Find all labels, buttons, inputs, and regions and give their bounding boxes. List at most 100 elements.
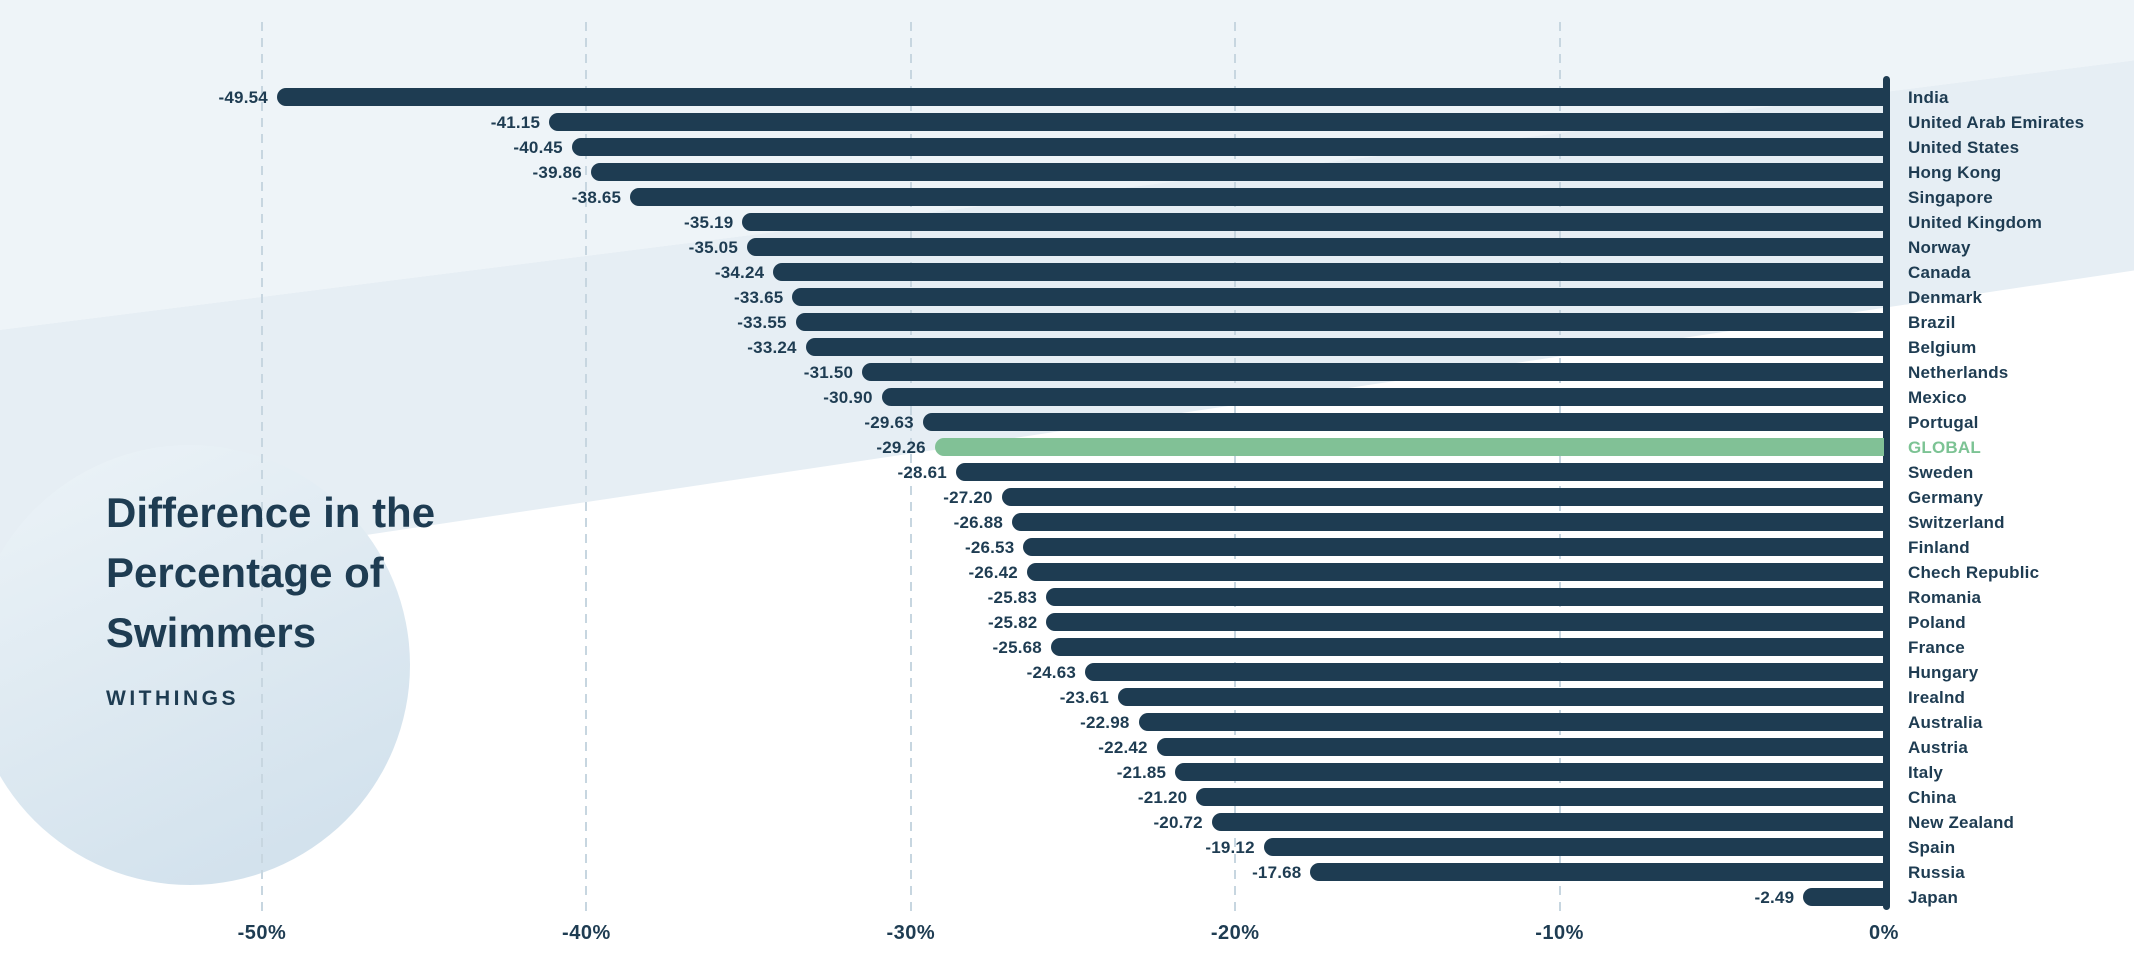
bar-value-label: -33.24 (747, 338, 797, 357)
chart-row: -24.63 Hungary (0, 663, 2134, 682)
bar-value-label: -39.86 (532, 163, 582, 182)
bar (881, 388, 1884, 406)
chart-row: -26.42 Chech Republic (0, 563, 2134, 582)
category-label: Belgium (1908, 338, 1977, 357)
category-label: Spain (1908, 838, 1956, 857)
bar (1118, 688, 1884, 706)
bar (1023, 538, 1884, 556)
chart-row: -41.15 United Arab Emirates (0, 113, 2134, 132)
bar (805, 338, 1884, 356)
category-label: United States (1908, 138, 2020, 157)
chart-row: -19.12 Spain (0, 838, 2134, 857)
bar (1211, 813, 1884, 831)
chart-row: -29.26 GLOBAL (0, 438, 2134, 457)
background-circle (0, 445, 410, 885)
category-label: Romania (1908, 588, 1982, 607)
chart-row: -40.45 United States (0, 138, 2134, 157)
category-label: China (1908, 788, 1957, 807)
bar (1263, 838, 1884, 856)
bar (1138, 713, 1884, 731)
bar-value-label: -26.88 (953, 513, 1004, 532)
bar (922, 413, 1884, 431)
category-label: Mexico (1908, 388, 1967, 407)
chart-row: -29.63 Portugal (0, 413, 2134, 432)
chart-row: -20.72 New Zealand (0, 813, 2134, 832)
x-tick-label: -10% (1535, 922, 1584, 944)
bar-value-label: -25.83 (987, 588, 1038, 607)
bar-value-label: -34.24 (714, 263, 765, 282)
chart-row: -21.85 Italy (0, 763, 2134, 782)
bar (1050, 638, 1884, 656)
gridline--30% (909, 22, 912, 912)
bar-value-label: -21.85 (1116, 763, 1167, 782)
bar-value-label: -2.49 (1754, 888, 1795, 907)
category-label: Sweden (1908, 463, 1974, 482)
bar-value-label: -29.26 (876, 438, 926, 457)
bar (1803, 888, 1884, 906)
bar-value-label: -28.61 (897, 463, 947, 482)
bar-value-label: -40.45 (513, 138, 563, 157)
bar-value-label: -23.61 (1059, 688, 1110, 707)
bar (1085, 663, 1884, 681)
chart-row: -2.49 Japan (0, 888, 2134, 907)
chart-row: -30.90 Mexico (0, 388, 2134, 407)
bar (571, 138, 1884, 156)
chart-row: -33.65 Denmark (0, 288, 2134, 307)
bar-value-label: -24.63 (1026, 663, 1077, 682)
bar (630, 188, 1884, 206)
bar-value-label: -31.50 (803, 363, 854, 382)
chart-row: -25.83 Romania (0, 588, 2134, 607)
category-label: Chech Republic (1908, 563, 2040, 582)
category-label: Irealnd (1908, 688, 1966, 707)
chart-row: -31.50 Netherlands (0, 363, 2134, 382)
chart-row: -33.55 Brazil (0, 313, 2134, 332)
bar (792, 288, 1884, 306)
bar-value-label: -38.65 (571, 188, 622, 207)
zero-axis-line (1883, 76, 1890, 910)
x-tick-label: 0% (1869, 922, 1899, 944)
chart-row: -17.68 Russia (0, 863, 2134, 882)
bar-value-label: -33.55 (737, 313, 787, 332)
category-label: Finland (1908, 538, 1970, 557)
category-label: Poland (1908, 613, 1966, 632)
bar (590, 163, 1884, 181)
category-label: Russia (1908, 863, 1965, 882)
category-label: Portugal (1908, 413, 1979, 432)
chart-row: -28.61 Sweden (0, 463, 2134, 482)
chart-title-line-1: Difference in the (106, 489, 436, 536)
bar-value-label: -27.20 (943, 488, 993, 507)
bar (955, 463, 1884, 481)
x-tick-label: -30% (886, 922, 936, 944)
category-label: Austria (1908, 738, 1968, 757)
bar (795, 313, 1884, 331)
bar (1046, 588, 1884, 606)
category-label: Brazil (1908, 313, 1956, 332)
category-label: Singapore (1908, 188, 1993, 207)
category-label: Hong Kong (1908, 163, 2002, 182)
chart-row: -27.20 Germany (0, 488, 2134, 507)
chart-row: -39.86 Hong Kong (0, 163, 2134, 182)
chart-row: -34.24 Canada (0, 263, 2134, 282)
bar-value-label: -33.65 (734, 288, 784, 307)
bar-value-label: -26.53 (964, 538, 1015, 557)
category-label: Denmark (1908, 288, 1983, 307)
category-label: India (1908, 88, 1949, 107)
bar-value-label: -21.20 (1137, 788, 1188, 807)
category-label: Hungary (1908, 663, 1979, 682)
bar-value-label: -22.98 (1080, 713, 1130, 732)
bar-value-label: -30.90 (823, 388, 873, 407)
bar (549, 113, 1884, 131)
category-label: Canada (1908, 263, 1971, 282)
gridline--40% (585, 22, 588, 912)
bar (746, 238, 1884, 256)
bar (1046, 613, 1884, 631)
category-label: United Kingdom (1908, 213, 2043, 232)
bar-value-label: -35.05 (688, 238, 738, 257)
chart-row: -25.68 France (0, 638, 2134, 657)
bar (1026, 563, 1884, 581)
bar-value-label: -26.42 (968, 563, 1018, 582)
title-block: Difference in the Percentage of Swimmers… (106, 483, 435, 711)
category-label: Norway (1908, 238, 1971, 257)
bar (1175, 763, 1884, 781)
